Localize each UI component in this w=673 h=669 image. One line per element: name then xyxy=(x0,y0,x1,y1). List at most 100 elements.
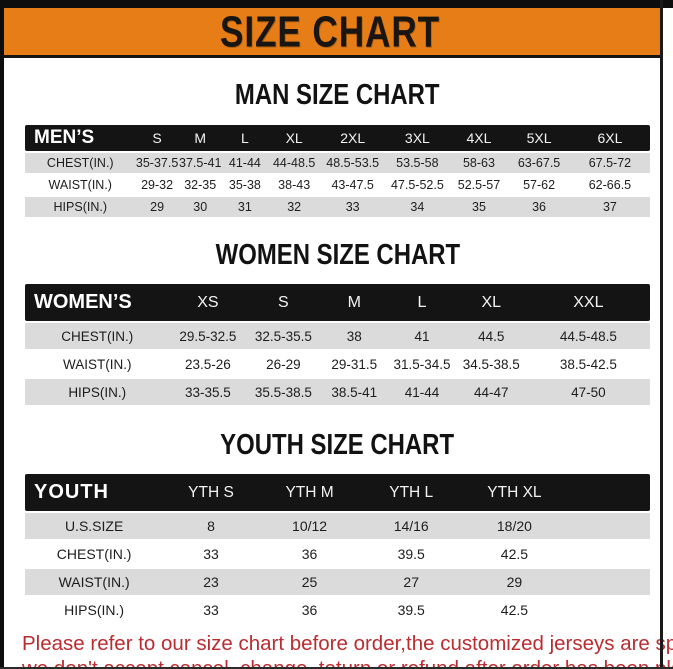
size-header-cell: 5XL xyxy=(508,125,570,151)
table-header-row: MEN’S S M L XL 2XL 3XL 4XL 5XL 6XL xyxy=(25,125,650,151)
bottom-border xyxy=(0,667,673,669)
size-header-cell: XS xyxy=(169,284,247,321)
measure-value-cell: 10/12 xyxy=(258,513,361,539)
measure-value-cell: 44-47 xyxy=(455,379,527,405)
size-header-cell xyxy=(566,474,650,511)
measure-label-cell: HIPS(IN.) xyxy=(25,197,136,217)
measure-label-cell: U.S.SIZE xyxy=(25,513,164,539)
measure-value-cell: 35-38 xyxy=(221,175,268,195)
measure-value-cell: 27 xyxy=(360,569,463,595)
measure-value-cell: 31 xyxy=(221,197,268,217)
table-row: CHEST(IN.) 33 36 39.5 42.5 xyxy=(25,541,650,567)
women-size-table: WOMEN’S XS S M L XL XXL CHEST(IN.) 29.5-32.5 32.5… xyxy=(25,282,650,407)
measure-value-cell: 42.5 xyxy=(462,541,567,567)
measure-value-cell: 29 xyxy=(135,197,179,217)
measure-value-cell: 8 xyxy=(163,513,259,539)
measure-label-cell: WAIST(IN.) xyxy=(25,351,170,377)
measure-value-cell: 38.5-42.5 xyxy=(526,351,650,377)
table-row: WAIST(IN.) 23.5-26 26-29 29-31.5 31.5-34.5 34… xyxy=(25,351,650,377)
measure-value-cell: 23.5-26 xyxy=(169,351,247,377)
measure-value-cell: 63-67.5 xyxy=(508,153,570,173)
size-header-cell: M xyxy=(320,284,389,321)
measure-label-cell: CHEST(IN.) xyxy=(25,323,170,349)
men-size-table: MEN’S S M L XL 2XL 3XL 4XL 5XL 6XL CHEST(IN.) 35-37… xyxy=(25,123,650,219)
table-row: CHEST(IN.) 29.5-32.5 32.5-35.5 38 41 44.5 44.5… xyxy=(25,323,650,349)
size-header-cell: 2XL xyxy=(320,125,386,151)
size-header-cell: YTH L xyxy=(360,474,463,511)
size-header-cell: S xyxy=(135,125,179,151)
measure-label-cell: WAIST(IN.) xyxy=(25,175,136,195)
measure-label-cell: HIPS(IN.) xyxy=(25,597,164,623)
measure-value-cell: 58-63 xyxy=(449,153,509,173)
measure-value-cell: 14/16 xyxy=(360,513,463,539)
measure-value-cell: 33-35.5 xyxy=(169,379,247,405)
measure-value-cell: 34.5-38.5 xyxy=(455,351,527,377)
women-size-chart-heading: WOMEN SIZE CHART xyxy=(215,237,460,271)
table-row: CHEST(IN.) 35-37.5 37.5-41 41-44 44-48.5 48.5… xyxy=(25,153,650,173)
measure-value-cell: 38-43 xyxy=(267,175,321,195)
measure-value-cell: 32 xyxy=(267,197,321,217)
size-header-cell: 3XL xyxy=(385,125,450,151)
size-header-cell: L xyxy=(388,284,456,321)
measure-value-cell: 31.5-34.5 xyxy=(388,351,456,377)
measure-value-cell: 53.5-58 xyxy=(385,153,450,173)
measure-value-cell: 30 xyxy=(178,197,222,217)
measure-value-cell: 29-31.5 xyxy=(320,351,389,377)
measure-value-cell: 33 xyxy=(320,197,386,217)
disclaimer-line-2: we don't accept cancel, change, teturn o… xyxy=(22,656,673,669)
table-row: WAIST(IN.) 29-32 32-35 35-38 38-43 43-47.5 47.… xyxy=(25,175,650,195)
measure-value-cell: 26-29 xyxy=(246,351,321,377)
measure-label-cell: CHEST(IN.) xyxy=(25,153,136,173)
size-header-cell: XXL xyxy=(526,284,650,321)
youth-size-table: YOUTH YTH S YTH M YTH L YTH XL U.S.SIZE 8 10/12… xyxy=(25,472,650,625)
table-row: HIPS(IN.) 33-35.5 35.5-38.5 38.5-41 41-44 44-… xyxy=(25,379,650,405)
table-title-cell: YOUTH xyxy=(25,474,164,511)
measure-label-cell: CHEST(IN.) xyxy=(25,541,164,567)
size-header-cell: L xyxy=(221,125,268,151)
size-header-cell: 4XL xyxy=(449,125,509,151)
table-row: WAIST(IN.) 23 25 27 29 xyxy=(25,569,650,595)
table-row: U.S.SIZE 8 10/12 14/16 18/20 xyxy=(25,513,650,539)
size-header-cell: 6XL xyxy=(569,125,650,151)
measure-value-cell: 47-50 xyxy=(526,379,650,405)
measure-value-cell: 33 xyxy=(163,541,259,567)
measure-value-cell: 35-37.5 xyxy=(135,153,179,173)
table-header-row: YOUTH YTH S YTH M YTH L YTH XL xyxy=(25,474,650,511)
measure-value-cell: 47.5-52.5 xyxy=(385,175,450,195)
table-title-cell: MEN’S xyxy=(25,125,136,151)
measure-value-cell: 37 xyxy=(569,197,650,217)
measure-value-cell: 38.5-41 xyxy=(320,379,389,405)
disclaimer-text: Please refer to our size chart before or… xyxy=(22,625,673,669)
measure-value-cell: 41-44 xyxy=(388,379,456,405)
measure-value-cell: 41 xyxy=(388,323,456,349)
measure-value-cell: 39.5 xyxy=(360,541,463,567)
measure-value-cell xyxy=(566,541,650,567)
measure-value-cell: 39.5 xyxy=(360,597,463,623)
measure-value-cell: 37.5-41 xyxy=(178,153,222,173)
size-header-cell: YTH M xyxy=(258,474,361,511)
content-area: MAN SIZE CHART MEN’S S M L XL 2XL 3XL 4XL 5XL 6XL… xyxy=(0,77,673,669)
title-banner: SIZE CHART xyxy=(0,8,660,58)
size-header-cell: S xyxy=(246,284,321,321)
measure-value-cell: 25 xyxy=(258,569,361,595)
measure-value-cell: 35.5-38.5 xyxy=(246,379,321,405)
measure-value-cell: 44-48.5 xyxy=(267,153,321,173)
measure-label-cell: HIPS(IN.) xyxy=(25,379,170,405)
measure-value-cell: 62-66.5 xyxy=(569,175,650,195)
top-border xyxy=(0,0,673,8)
measure-value-cell: 18/20 xyxy=(462,513,567,539)
measure-value-cell: 23 xyxy=(163,569,259,595)
measure-value-cell: 32.5-35.5 xyxy=(246,323,321,349)
measure-value-cell: 34 xyxy=(385,197,450,217)
measure-value-cell xyxy=(566,597,650,623)
measure-value-cell: 42.5 xyxy=(462,597,567,623)
size-header-cell: YTH S xyxy=(163,474,259,511)
measure-value-cell: 67.5-72 xyxy=(569,153,650,173)
left-border xyxy=(0,0,4,669)
measure-value-cell: 36 xyxy=(258,597,361,623)
size-header-cell: M xyxy=(178,125,222,151)
measure-value-cell: 38 xyxy=(320,323,389,349)
measure-value-cell: 29 xyxy=(462,569,567,595)
man-size-chart-heading: MAN SIZE CHART xyxy=(235,77,440,111)
table-title-cell: WOMEN’S xyxy=(25,284,170,321)
